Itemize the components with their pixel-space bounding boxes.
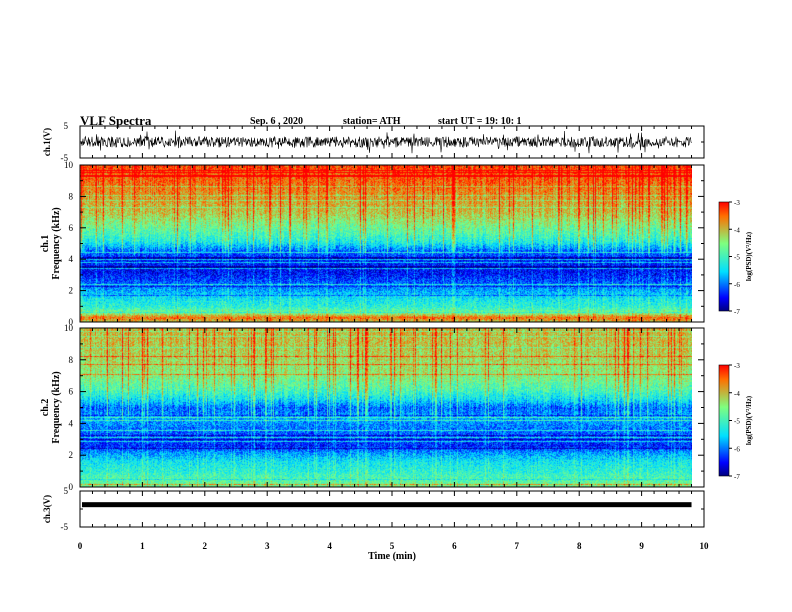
y-tick-label: 4: [69, 418, 74, 428]
header-date: Sep. 6 , 2020: [250, 116, 304, 127]
y-tick-label: 6: [69, 223, 74, 233]
y-tick-label: 10: [64, 323, 74, 333]
spectrogram-ch1: [80, 165, 692, 322]
y-axis-label-frequency: Frequency (kHz): [51, 371, 62, 443]
colorbar-tick-label: -3: [734, 362, 740, 370]
y-axis-label-frequency: Frequency (kHz): [51, 207, 62, 279]
header-station: station= ATH: [343, 116, 401, 127]
waveform-trace-ch1: [80, 130, 692, 154]
y-tick-label: 10: [64, 160, 74, 170]
x-tick-label: 2: [203, 541, 208, 551]
x-axis-label: Time (min): [368, 551, 416, 562]
colorbar-label: log(PSD)(V²/Hz): [745, 395, 753, 445]
y-axis-label-channel: ch.2: [40, 399, 51, 417]
x-tick-label: 7: [515, 541, 520, 551]
panel-frame-3: [79, 490, 705, 528]
y-tick-label: 2: [69, 286, 74, 296]
colorbar-tick-label: -6: [734, 445, 740, 453]
spectrogram-ch2: [80, 328, 692, 487]
y-tick-label: 5: [64, 121, 69, 131]
colorbar-tick-label: -6: [734, 281, 740, 289]
x-tick-label: 8: [577, 541, 582, 551]
header-start-time: start UT = 19: 10: 1: [438, 116, 522, 127]
colorbar: [718, 364, 730, 477]
y-axis-label-channel: ch.1: [40, 235, 51, 253]
y-tick-label: -5: [61, 153, 69, 163]
colorbar-tick-label: -4: [734, 390, 740, 398]
y-tick-label: 6: [69, 387, 74, 397]
y-axis-label: ch.3(V): [42, 495, 52, 523]
colorbar-tick-label: -7: [734, 473, 740, 481]
y-tick-label: 0: [69, 482, 74, 492]
y-tick-label: 2: [69, 450, 74, 460]
y-tick-label: 4: [69, 254, 74, 264]
x-tick-label: 10: [700, 541, 710, 551]
x-tick-label: 5: [390, 541, 395, 551]
y-tick-label: 8: [69, 191, 74, 201]
chart-title: VLF Spectra: [80, 113, 152, 128]
x-tick-label: 1: [140, 541, 145, 551]
colorbar-tick-label: -7: [734, 308, 740, 316]
colorbar-label: log(PSD)(V²/Hz): [745, 231, 753, 281]
colorbar-tick-label: -3: [734, 199, 740, 207]
x-tick-label: 4: [327, 541, 332, 551]
colorbar-tick-label: -4: [734, 226, 740, 234]
colorbar-tick-label: -5: [734, 254, 740, 262]
y-tick-label: 8: [69, 355, 74, 365]
x-tick-label: 9: [639, 541, 644, 551]
x-tick-label: 3: [265, 541, 270, 551]
x-tick-label: 6: [452, 541, 457, 551]
y-tick-label: 5: [64, 486, 69, 496]
axes-layer: [79, 125, 732, 528]
colorbar-tick-label: -5: [734, 418, 740, 426]
x-tick-label: 0: [78, 541, 83, 551]
colorbar: [718, 201, 730, 312]
waveform-trace-ch3: [82, 502, 692, 508]
spectrogram-layer: [80, 165, 692, 487]
y-tick-label: 0: [69, 317, 74, 327]
y-axis-label: ch.1(V): [42, 128, 52, 156]
y-tick-label: -5: [61, 522, 69, 532]
